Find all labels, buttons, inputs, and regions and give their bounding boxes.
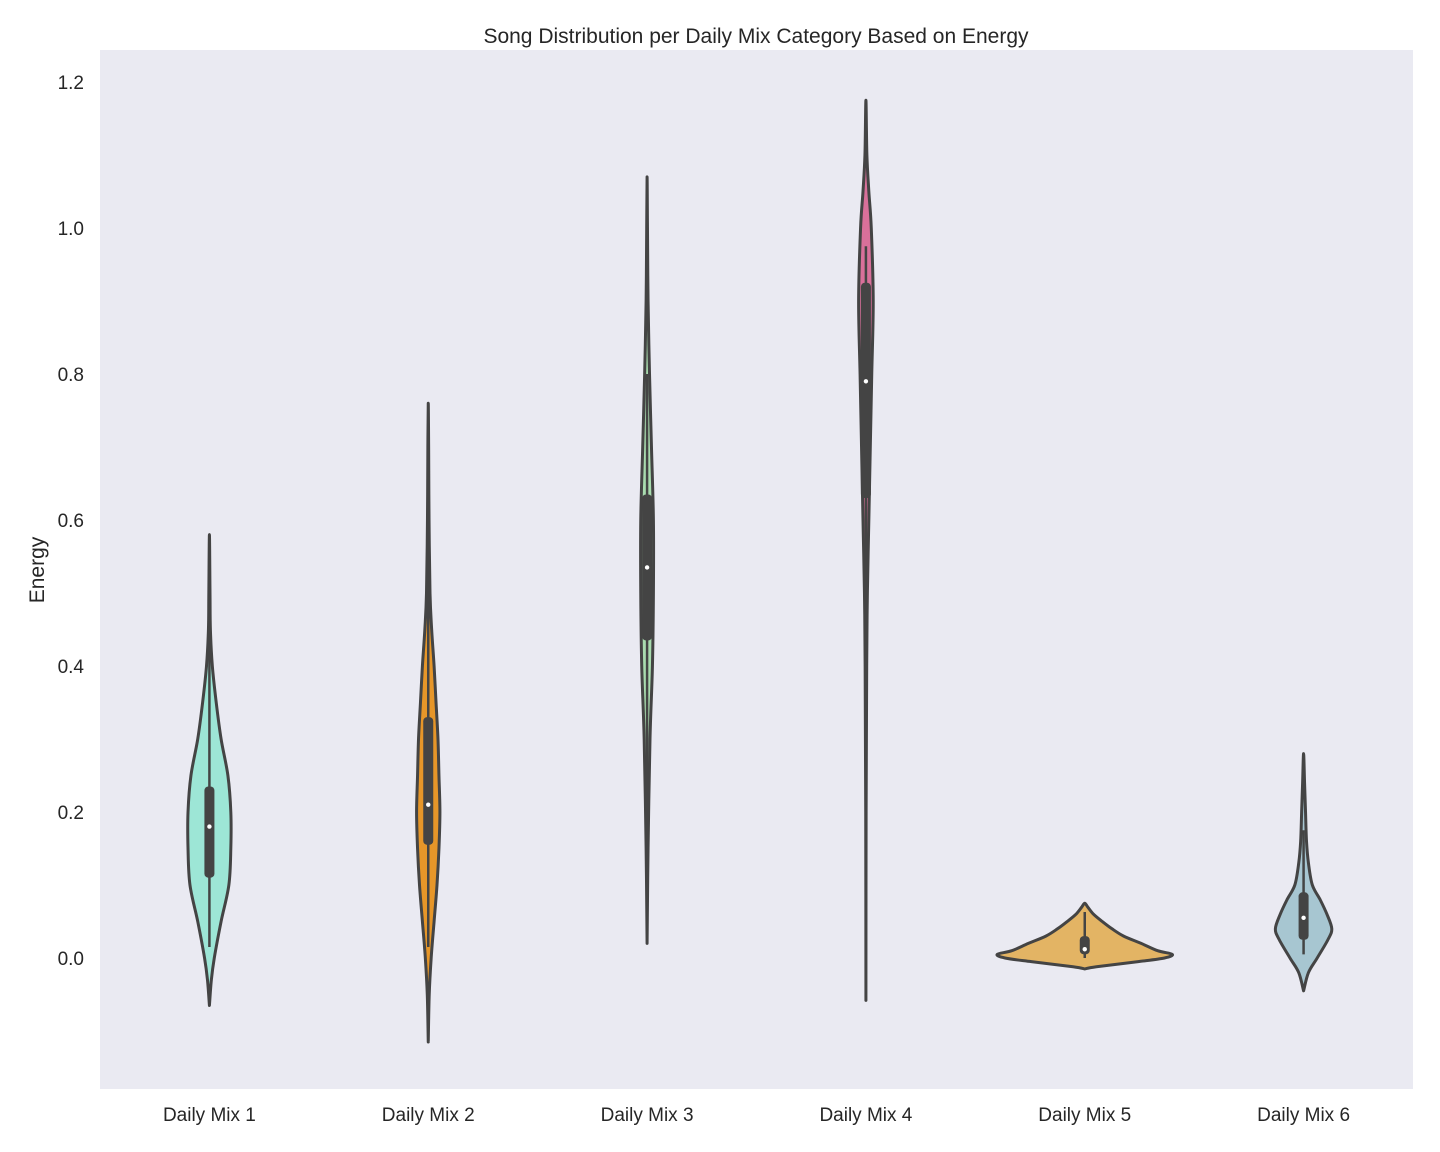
x-tick-label: Daily Mix 4 — [819, 1105, 912, 1126]
violin-6 — [1273, 752, 1334, 993]
violin-median — [1301, 915, 1306, 921]
y-tick-label: 0.2 — [58, 803, 84, 824]
x-axis-ticks: Daily Mix 1 Daily Mix 2 Daily Mix 3 Daily M… — [163, 1105, 1350, 1126]
violin-2 — [415, 401, 442, 1044]
violin-iqr-box — [1079, 936, 1090, 955]
x-tick-label: Daily Mix 2 — [382, 1105, 475, 1126]
violin-median — [863, 379, 869, 384]
x-tick-label: Daily Mix 5 — [1038, 1105, 1131, 1126]
y-tick-label: 0.4 — [58, 657, 85, 678]
chart-title: Song Distribution per Daily Mix Category… — [483, 25, 1029, 48]
violin-median — [426, 802, 431, 807]
violin-1 — [186, 533, 233, 1007]
violin-median — [644, 565, 650, 570]
y-axis-label: Energy — [26, 536, 49, 603]
violins — [186, 98, 1334, 1044]
y-tick-label: 0.8 — [58, 365, 84, 386]
y-tick-label: 0.0 — [58, 949, 84, 970]
violin-iqr-box — [423, 717, 434, 845]
violin-median — [1082, 947, 1087, 952]
violin-4 — [857, 98, 875, 1002]
violin-3 — [639, 175, 656, 945]
plot-area — [100, 50, 1413, 1089]
violin-median — [207, 824, 212, 829]
y-tick-label: 0.6 — [58, 511, 84, 532]
violin-iqr-box — [860, 282, 871, 499]
x-tick-label: Daily Mix 1 — [163, 1105, 256, 1126]
violin-iqr-box — [204, 786, 215, 878]
y-axis-ticks: 0.0 0.2 0.4 0.6 0.8 1.0 1.2 — [58, 73, 85, 970]
y-tick-label: 1.0 — [58, 219, 84, 240]
x-tick-label: Daily Mix 6 — [1257, 1105, 1350, 1126]
violin-5 — [995, 901, 1175, 971]
y-tick-label: 1.2 — [58, 73, 84, 94]
x-tick-label: Daily Mix 3 — [601, 1105, 694, 1126]
